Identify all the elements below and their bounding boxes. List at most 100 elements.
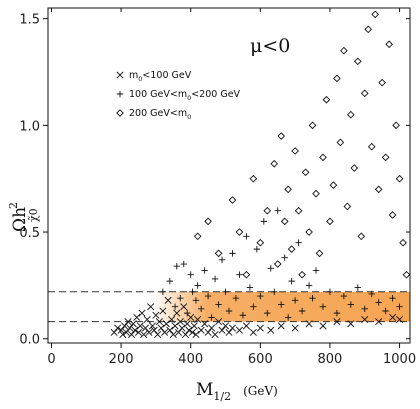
data-point-x [190,322,198,330]
data-point-x [110,328,118,336]
x-axis-title-sub: 1/2 [213,390,231,403]
data-point-plus [246,284,254,291]
data-point-plus [187,271,194,278]
data-point-diamond [343,202,352,211]
data-point-plus [197,305,205,313]
data-point-x [157,324,165,332]
data-point-x [197,326,205,334]
data-point-diamond [360,89,369,98]
data-point-x [147,303,155,311]
mu-annotation: μ<0 [250,35,290,57]
data-point-x [204,328,212,336]
legend-entry-label: 100 GeV<m [129,89,187,100]
data-point-plus [194,282,201,289]
data-point-x [256,324,264,332]
data-point-plus [291,297,299,304]
data-point-diamond [298,270,306,279]
data-point-plus [326,288,334,295]
data-point-plus [340,292,348,300]
data-point-x [291,324,299,332]
x-tick-label: 400 [178,352,203,367]
data-point-plus [211,275,219,283]
data-point-x [168,316,176,324]
data-point-x [148,322,156,330]
scatter-points [110,10,411,338]
data-point-plus [236,271,243,278]
x-tick-label: 0 [47,352,55,367]
legend-entry: m0<100 GeV [129,70,192,83]
y-axis-title-sub: χ̃0 [27,208,40,222]
data-point-diamond [364,25,373,34]
data-point-x [267,326,275,334]
data-point-x [145,328,153,336]
data-point-diamond [395,174,404,183]
data-point-diamond [329,181,338,189]
data-point-x [305,320,313,328]
y-axis-ticks: 0.0 0.5 1.0 1.5 [19,13,410,348]
legend-entry: 100 GeV<m0<200 GeV [129,89,241,102]
data-point-x [129,320,137,328]
data-point-plus [180,260,187,268]
data-point-diamond [242,270,251,279]
data-point-plus [295,239,302,246]
data-point-plus [260,218,268,225]
data-point-x [175,328,183,336]
data-point-plus [305,282,313,289]
data-point-plus [166,277,174,285]
data-point-plus [215,301,222,308]
data-point-plus [288,277,295,285]
y-tick-label: 1.0 [19,119,40,134]
data-point-plus [298,307,306,315]
x-tick-label: 800 [318,352,343,367]
legend-entry-suffix: <100 GeV [142,70,191,81]
data-point-x [389,313,397,321]
data-point-diamond [378,78,386,87]
data-point-diamond [385,40,393,49]
data-point-diamond [357,232,366,241]
data-point-x [155,318,163,326]
data-point-plus [173,262,180,270]
data-point-plus [274,207,281,214]
data-point-x [222,322,230,330]
data-point-plus [243,233,250,240]
data-point-diamond [353,57,362,66]
data-point-x [242,322,250,330]
data-point-x [164,296,172,304]
data-point-x [215,318,223,326]
data-point-plus [271,288,278,295]
data-point-plus [347,301,355,308]
data-point-plus [229,250,236,257]
data-point-plus [239,312,247,319]
data-point-diamond [284,185,293,194]
data-point-diamond [228,196,237,204]
data-point-x [121,322,129,330]
legend-entry-label: 200 GeV<m [129,108,187,119]
data-point-x [228,324,236,332]
data-point-diamond [270,159,279,168]
data-point-plus [218,256,226,263]
data-point-diamond [326,217,334,226]
data-point-x [176,318,184,326]
data-point-x [201,320,209,328]
data-point-x [161,328,169,336]
data-point-plus [281,254,288,261]
data-point-x [361,316,369,324]
data-point-diamond [263,206,272,215]
data-point-diamond [301,168,310,177]
data-point-x [187,313,195,321]
x-axis-title-main: M [196,380,213,400]
data-point-diamond [214,249,223,258]
data-point-diamond [402,270,411,279]
data-point-plus [319,303,327,310]
y-axis-title-main: Ωh [10,207,30,232]
legend-entry-sub: 0 [138,75,142,83]
data-point-plus [368,290,375,298]
y-tick-label: 0.5 [19,226,40,241]
data-point-plus [354,284,361,291]
data-point-x [136,322,144,330]
data-point-diamond [305,228,313,236]
data-point-x [134,328,143,336]
data-point-diamond [374,185,383,194]
data-point-diamond [340,46,348,55]
